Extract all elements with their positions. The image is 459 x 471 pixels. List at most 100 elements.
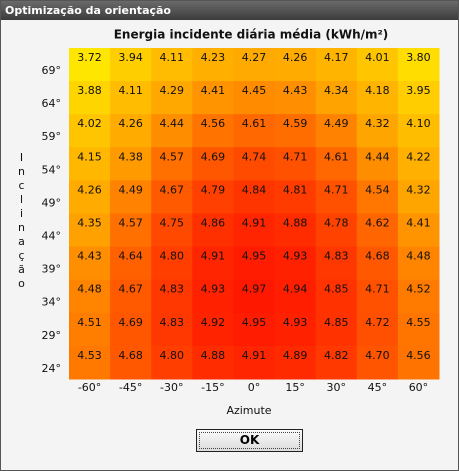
heatmap-cell bbox=[110, 345, 152, 380]
heatmap-cell bbox=[315, 48, 358, 82]
cell-label: 4.91 bbox=[201, 250, 226, 263]
heatmap-cell bbox=[151, 147, 193, 181]
ok-button[interactable]: OK bbox=[196, 429, 303, 452]
cell-label: 4.71 bbox=[283, 150, 308, 163]
cell-label: 4.27 bbox=[242, 51, 267, 64]
cell-label: 4.69 bbox=[118, 316, 143, 329]
heatmap-cell bbox=[315, 147, 358, 181]
cell-label: 4.67 bbox=[160, 183, 185, 196]
cell-label: 4.59 bbox=[283, 117, 308, 130]
cell-label: 4.62 bbox=[365, 217, 390, 230]
heatmap-cell bbox=[233, 147, 276, 181]
cell-label: 4.48 bbox=[406, 250, 431, 263]
heatmap-cell bbox=[315, 114, 358, 148]
heatmap-cell bbox=[233, 213, 276, 248]
heatmap-cell bbox=[110, 246, 152, 281]
cell-label: 4.17 bbox=[324, 51, 349, 64]
cell-label: 4.57 bbox=[160, 150, 185, 163]
heatmap-cell bbox=[151, 114, 193, 148]
cell-label: 4.67 bbox=[118, 283, 143, 296]
heatmap-cell bbox=[110, 81, 152, 115]
heatmap-cell bbox=[274, 147, 317, 181]
heatmap-cell bbox=[192, 147, 234, 181]
cell-label: 4.85 bbox=[324, 283, 349, 296]
heatmap-cell bbox=[192, 246, 234, 281]
cell-label: 4.23 bbox=[201, 51, 226, 64]
heatmap-cell bbox=[192, 312, 234, 347]
y-tick-label: 54° bbox=[42, 163, 62, 176]
cell-label: 4.10 bbox=[406, 117, 431, 130]
cell-label: 4.93 bbox=[283, 250, 308, 263]
heatmap-cell bbox=[69, 180, 111, 214]
heatmap-cell bbox=[274, 48, 317, 82]
cell-label: 4.35 bbox=[77, 217, 102, 230]
cell-label: 4.95 bbox=[242, 316, 267, 329]
heatmap-cell bbox=[356, 48, 399, 82]
heatmap-cell bbox=[315, 312, 358, 347]
y-tick-label: 34° bbox=[42, 296, 62, 309]
heatmap-cell bbox=[69, 312, 111, 347]
cell-label: 4.69 bbox=[201, 150, 226, 163]
x-tick-label: 45° bbox=[368, 381, 388, 394]
cell-label: 4.64 bbox=[118, 250, 143, 263]
heatmap-cell bbox=[274, 180, 317, 214]
x-tick-label: 0° bbox=[248, 381, 261, 394]
cell-label: 4.01 bbox=[365, 51, 390, 64]
heatmap-cell bbox=[110, 213, 152, 248]
cell-label: 4.53 bbox=[77, 349, 102, 362]
heatmap-cell bbox=[356, 180, 399, 214]
heatmap-cell bbox=[110, 180, 152, 214]
cell-label: 4.81 bbox=[283, 183, 308, 196]
heatmap-cell bbox=[356, 279, 399, 314]
heatmap-cell bbox=[151, 81, 193, 115]
cell-label: 3.88 bbox=[77, 84, 102, 97]
cell-label: 4.79 bbox=[201, 183, 226, 196]
heatmap-cell bbox=[274, 279, 317, 314]
heatmap-cell bbox=[356, 312, 399, 347]
heatmap-cell bbox=[151, 312, 193, 347]
cell-label: 4.41 bbox=[406, 217, 431, 230]
heatmap-cell bbox=[151, 345, 193, 380]
x-tick-label: -45° bbox=[119, 381, 142, 394]
y-axis-title: Inclinação bbox=[15, 151, 28, 291]
heatmap-cell bbox=[192, 279, 234, 314]
cell-label: 4.88 bbox=[283, 217, 308, 230]
cell-label: 4.22 bbox=[406, 150, 431, 163]
y-tick-label: 69° bbox=[42, 64, 62, 77]
heatmap-cell bbox=[192, 345, 234, 380]
heatmap-cell bbox=[233, 81, 276, 115]
heatmap-cell bbox=[69, 246, 111, 281]
heatmap-cell bbox=[110, 312, 152, 347]
cell-label: 4.41 bbox=[201, 84, 226, 97]
cell-label: 4.84 bbox=[242, 183, 267, 196]
heatmap-cell bbox=[356, 81, 399, 115]
y-tick-label: 59° bbox=[42, 130, 62, 143]
cell-label: 4.86 bbox=[201, 217, 226, 230]
x-tick-label: -60° bbox=[78, 381, 101, 394]
cell-label: 4.43 bbox=[283, 84, 308, 97]
heatmap-cell bbox=[397, 213, 440, 248]
cell-label: 4.61 bbox=[242, 117, 267, 130]
heatmap-cell bbox=[356, 345, 399, 380]
cell-label: 4.56 bbox=[201, 117, 226, 130]
cell-label: 4.83 bbox=[160, 283, 185, 296]
cell-label: 4.15 bbox=[77, 150, 102, 163]
cell-label: 4.55 bbox=[406, 316, 431, 329]
x-tick-label: 30° bbox=[326, 381, 346, 394]
cell-label: 4.56 bbox=[406, 349, 431, 362]
heatmap-cell bbox=[397, 345, 440, 380]
heatmap-cell bbox=[69, 345, 111, 380]
heatmap-cell bbox=[233, 246, 276, 281]
cell-label: 4.11 bbox=[160, 51, 185, 64]
cell-label: 4.52 bbox=[406, 283, 431, 296]
heatmap-cell bbox=[151, 246, 193, 281]
heatmap-cell bbox=[315, 246, 358, 281]
y-tick-label: 24° bbox=[42, 362, 62, 375]
cell-label: 3.72 bbox=[77, 51, 102, 64]
heatmap-cell bbox=[274, 213, 317, 248]
heatmap-cell bbox=[192, 180, 234, 214]
cell-label: 4.71 bbox=[365, 283, 390, 296]
x-tick-label: 60° bbox=[409, 381, 429, 394]
heatmap-cell bbox=[192, 114, 234, 148]
